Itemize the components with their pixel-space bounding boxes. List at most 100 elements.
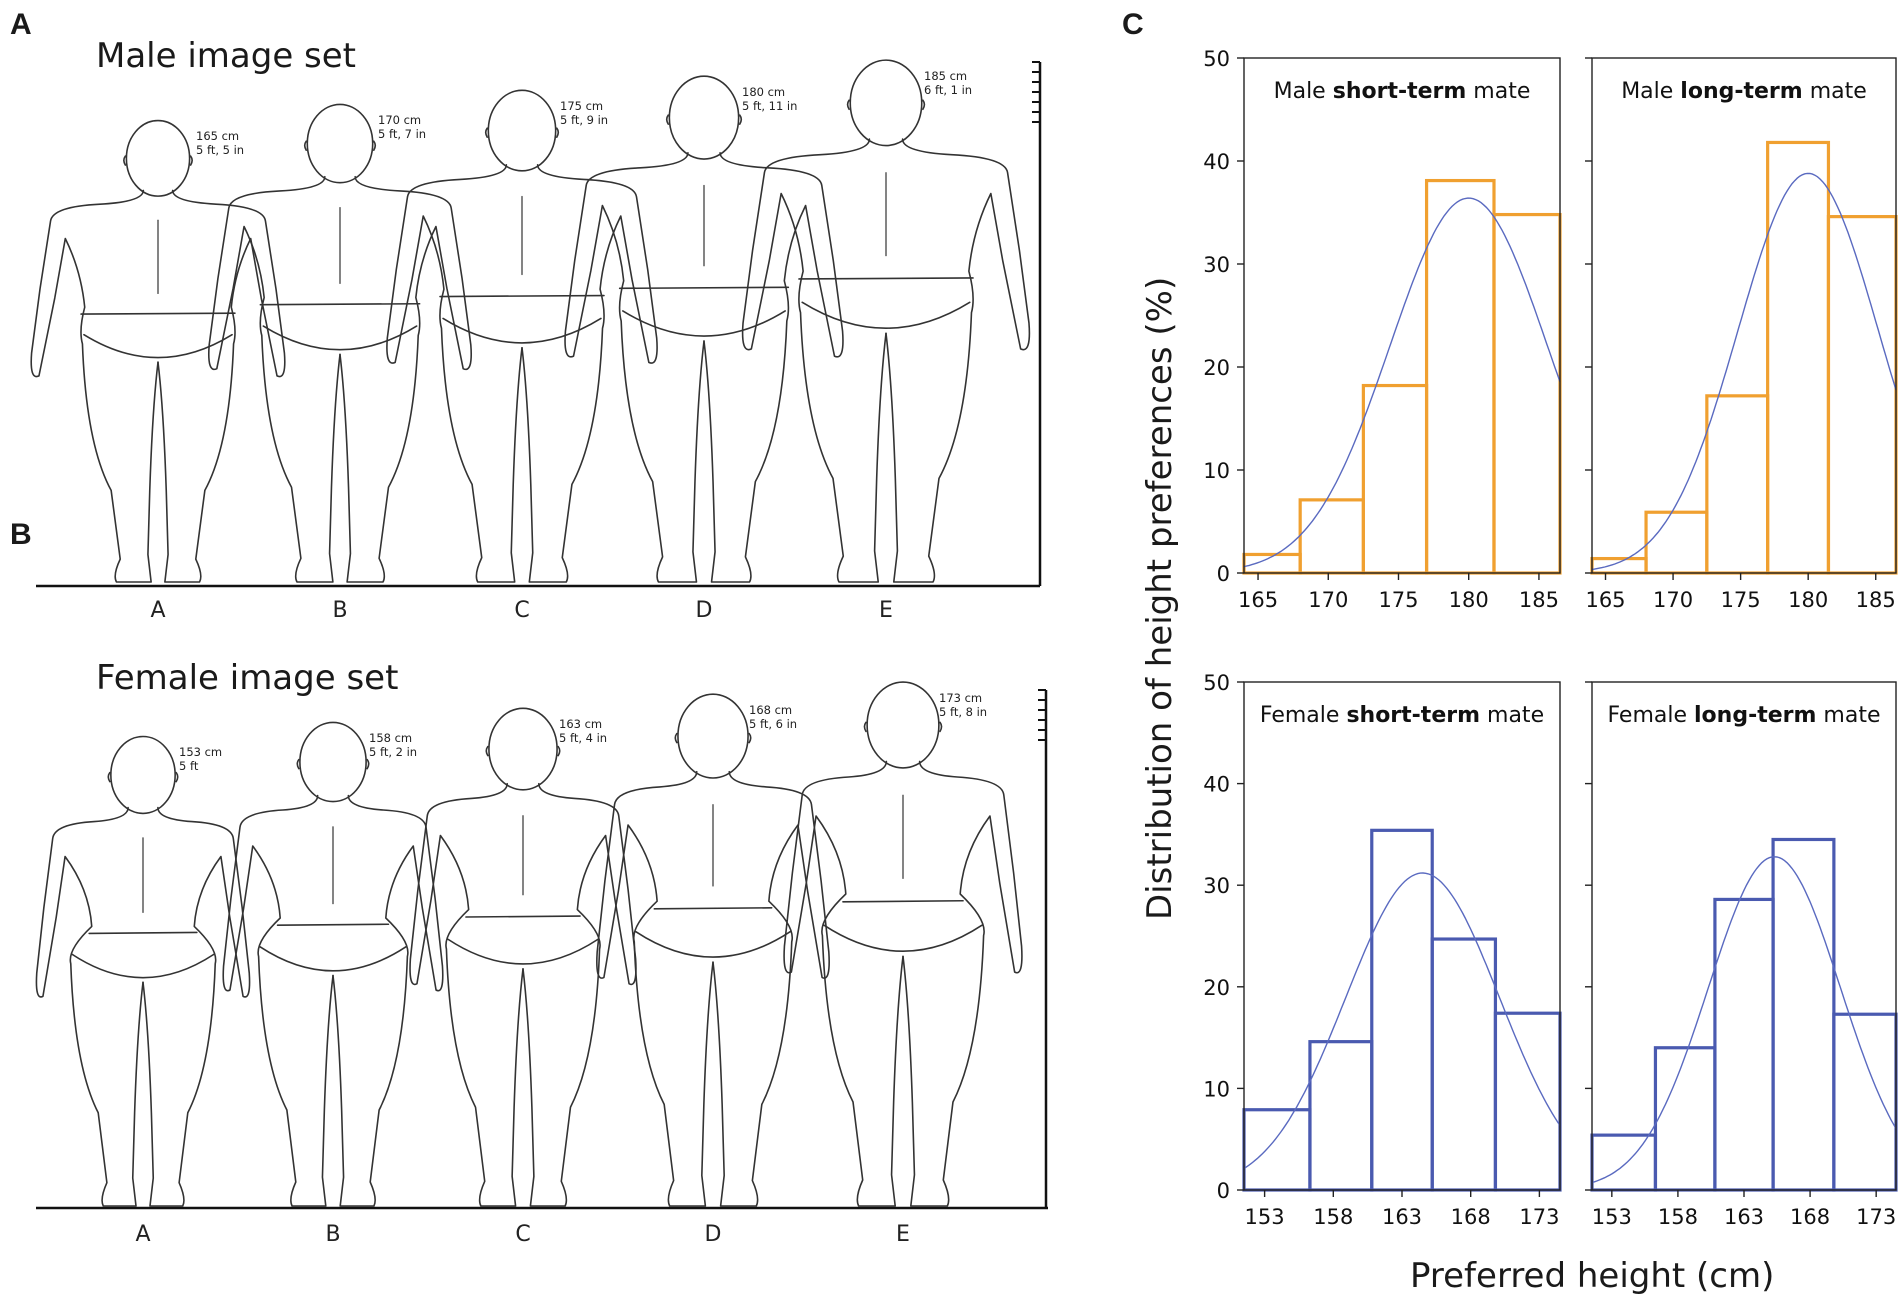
histogram-bar [1826,215,1898,575]
histogram-1: Male long-term mate 165 170 175 180 185 [1585,57,1898,612]
height-ftin-label: 5 ft, 4 in [559,731,607,745]
ear-outline [557,745,561,757]
underwear-line [635,930,791,958]
histogram-bar [1766,140,1831,575]
female-figure-4 [783,681,1023,1207]
ear-outline [366,758,370,770]
x-tick-label: 158 [1313,1205,1353,1229]
body-figure-illustrations: 165 cm5 ft, 5 in A 170 cm5 ft, 7 in B 175 cm… [30,59,1048,1247]
y-axis-label: Distribution of height preferences (%) [1140,276,1180,920]
histogram-title: Male long-term mate [1621,79,1867,104]
body-outline-right [157,189,286,583]
panel-letter-a: A [10,8,32,41]
x-tick-label: 170 [1308,588,1348,612]
figure-letter-label: E [879,598,893,623]
histogram-bar [1430,937,1498,1192]
ear-outline [123,155,127,166]
ear-outline [303,140,308,151]
ear-outline [296,758,300,770]
figure-letter-label: B [325,1222,340,1247]
ear-outline [863,721,867,733]
title-prefix: Female [1607,703,1694,728]
underwear-line [447,938,599,965]
male-figure-3 [564,75,844,583]
x-tick-label: 153 [1592,1205,1632,1229]
head-outline [488,707,558,791]
title-bold: long-term [1680,79,1802,104]
histogram-title: Female long-term mate [1607,703,1880,728]
histogram-bar [1705,394,1770,575]
y-tick-label: 50 [1203,47,1230,71]
histogram-2: Female short-term mate 153 158 163 168 173 0 10… [1203,671,1562,1229]
x-tick-label: 153 [1245,1205,1285,1229]
height-ftin-label: 5 ft, 5 in [196,143,244,157]
height-ftin-label: 5 ft [179,759,199,773]
underwear-line [801,301,971,329]
histogram-0: Male short-term mate 165 170 175 180 185 0 10 20… [1203,47,1562,612]
body-outline-right [521,163,658,583]
x-axis-label: Preferred height (cm) [1410,1256,1775,1296]
title-bold: long-term [1694,703,1816,728]
height-ftin-label: 5 ft, 2 in [369,745,417,759]
y-tick-label: 50 [1203,671,1230,695]
title-prefix: Female [1260,703,1347,728]
x-tick-label: 180 [1449,588,1489,612]
x-tick-label: 173 [1519,1205,1559,1229]
waistband-line [798,277,974,280]
histogram-title: Female short-term mate [1260,703,1544,728]
body-outline-left [564,151,705,583]
figure-letter-label: D [696,598,713,623]
y-tick-label: 30 [1203,253,1230,277]
head-outline [299,721,367,803]
histogram-bar [1492,212,1562,575]
male-figure-4 [741,59,1031,583]
y-tick-label: 40 [1203,773,1230,797]
title-suffix: mate [1466,79,1530,104]
ear-outline [748,732,752,744]
panel-letter-c: C [1122,8,1144,41]
title-suffix: mate [1816,703,1880,728]
figure-letter-label: E [896,1222,910,1247]
head-outline [677,693,749,779]
body-outline-left [783,760,904,1207]
head-outline [668,75,740,160]
figure-letter-label: C [514,598,529,623]
height-cm-label: 158 cm [369,731,412,745]
title-prefix: Male [1621,79,1680,104]
waistband-line [439,294,605,298]
body-outline-left [596,770,714,1207]
plot-frame [1243,57,1561,574]
y-tick-label: 0 [1217,1179,1230,1203]
height-cm-label: 173 cm [939,691,982,705]
ear-outline [175,771,179,783]
male-image-set-title: Male image set [96,36,357,76]
normal-fit-curve [1591,856,1897,1184]
x-tick-label: 185 [1856,588,1896,612]
y-tick-label: 20 [1203,976,1230,1000]
histogram-bar [1590,1133,1658,1192]
waistband-line [80,312,236,315]
body-outline-right [703,151,844,583]
male-figure-0 [30,119,286,583]
body-outline-left [386,163,523,583]
ear-outline [372,140,377,151]
ear-outline [484,127,489,138]
y-tick-label: 10 [1203,1077,1230,1101]
head-outline [110,735,176,815]
normal-fit-curve [1243,197,1561,568]
body-outline-right [902,760,1023,1207]
x-tick-label: 175 [1721,588,1761,612]
x-tick-label: 163 [1724,1205,1764,1229]
x-tick-label: 165 [1238,588,1278,612]
title-suffix: mate [1803,79,1867,104]
body-outline-left [35,806,144,1207]
waistband-line [88,931,198,935]
height-ftin-label: 5 ft, 7 in [378,127,426,141]
histogram-bar [1424,178,1496,575]
ear-outline [738,114,743,125]
histogram-bar [1771,837,1836,1192]
y-tick-label: 30 [1203,874,1230,898]
height-cm-label: 165 cm [196,129,239,143]
figure-letter-label: C [515,1222,530,1247]
